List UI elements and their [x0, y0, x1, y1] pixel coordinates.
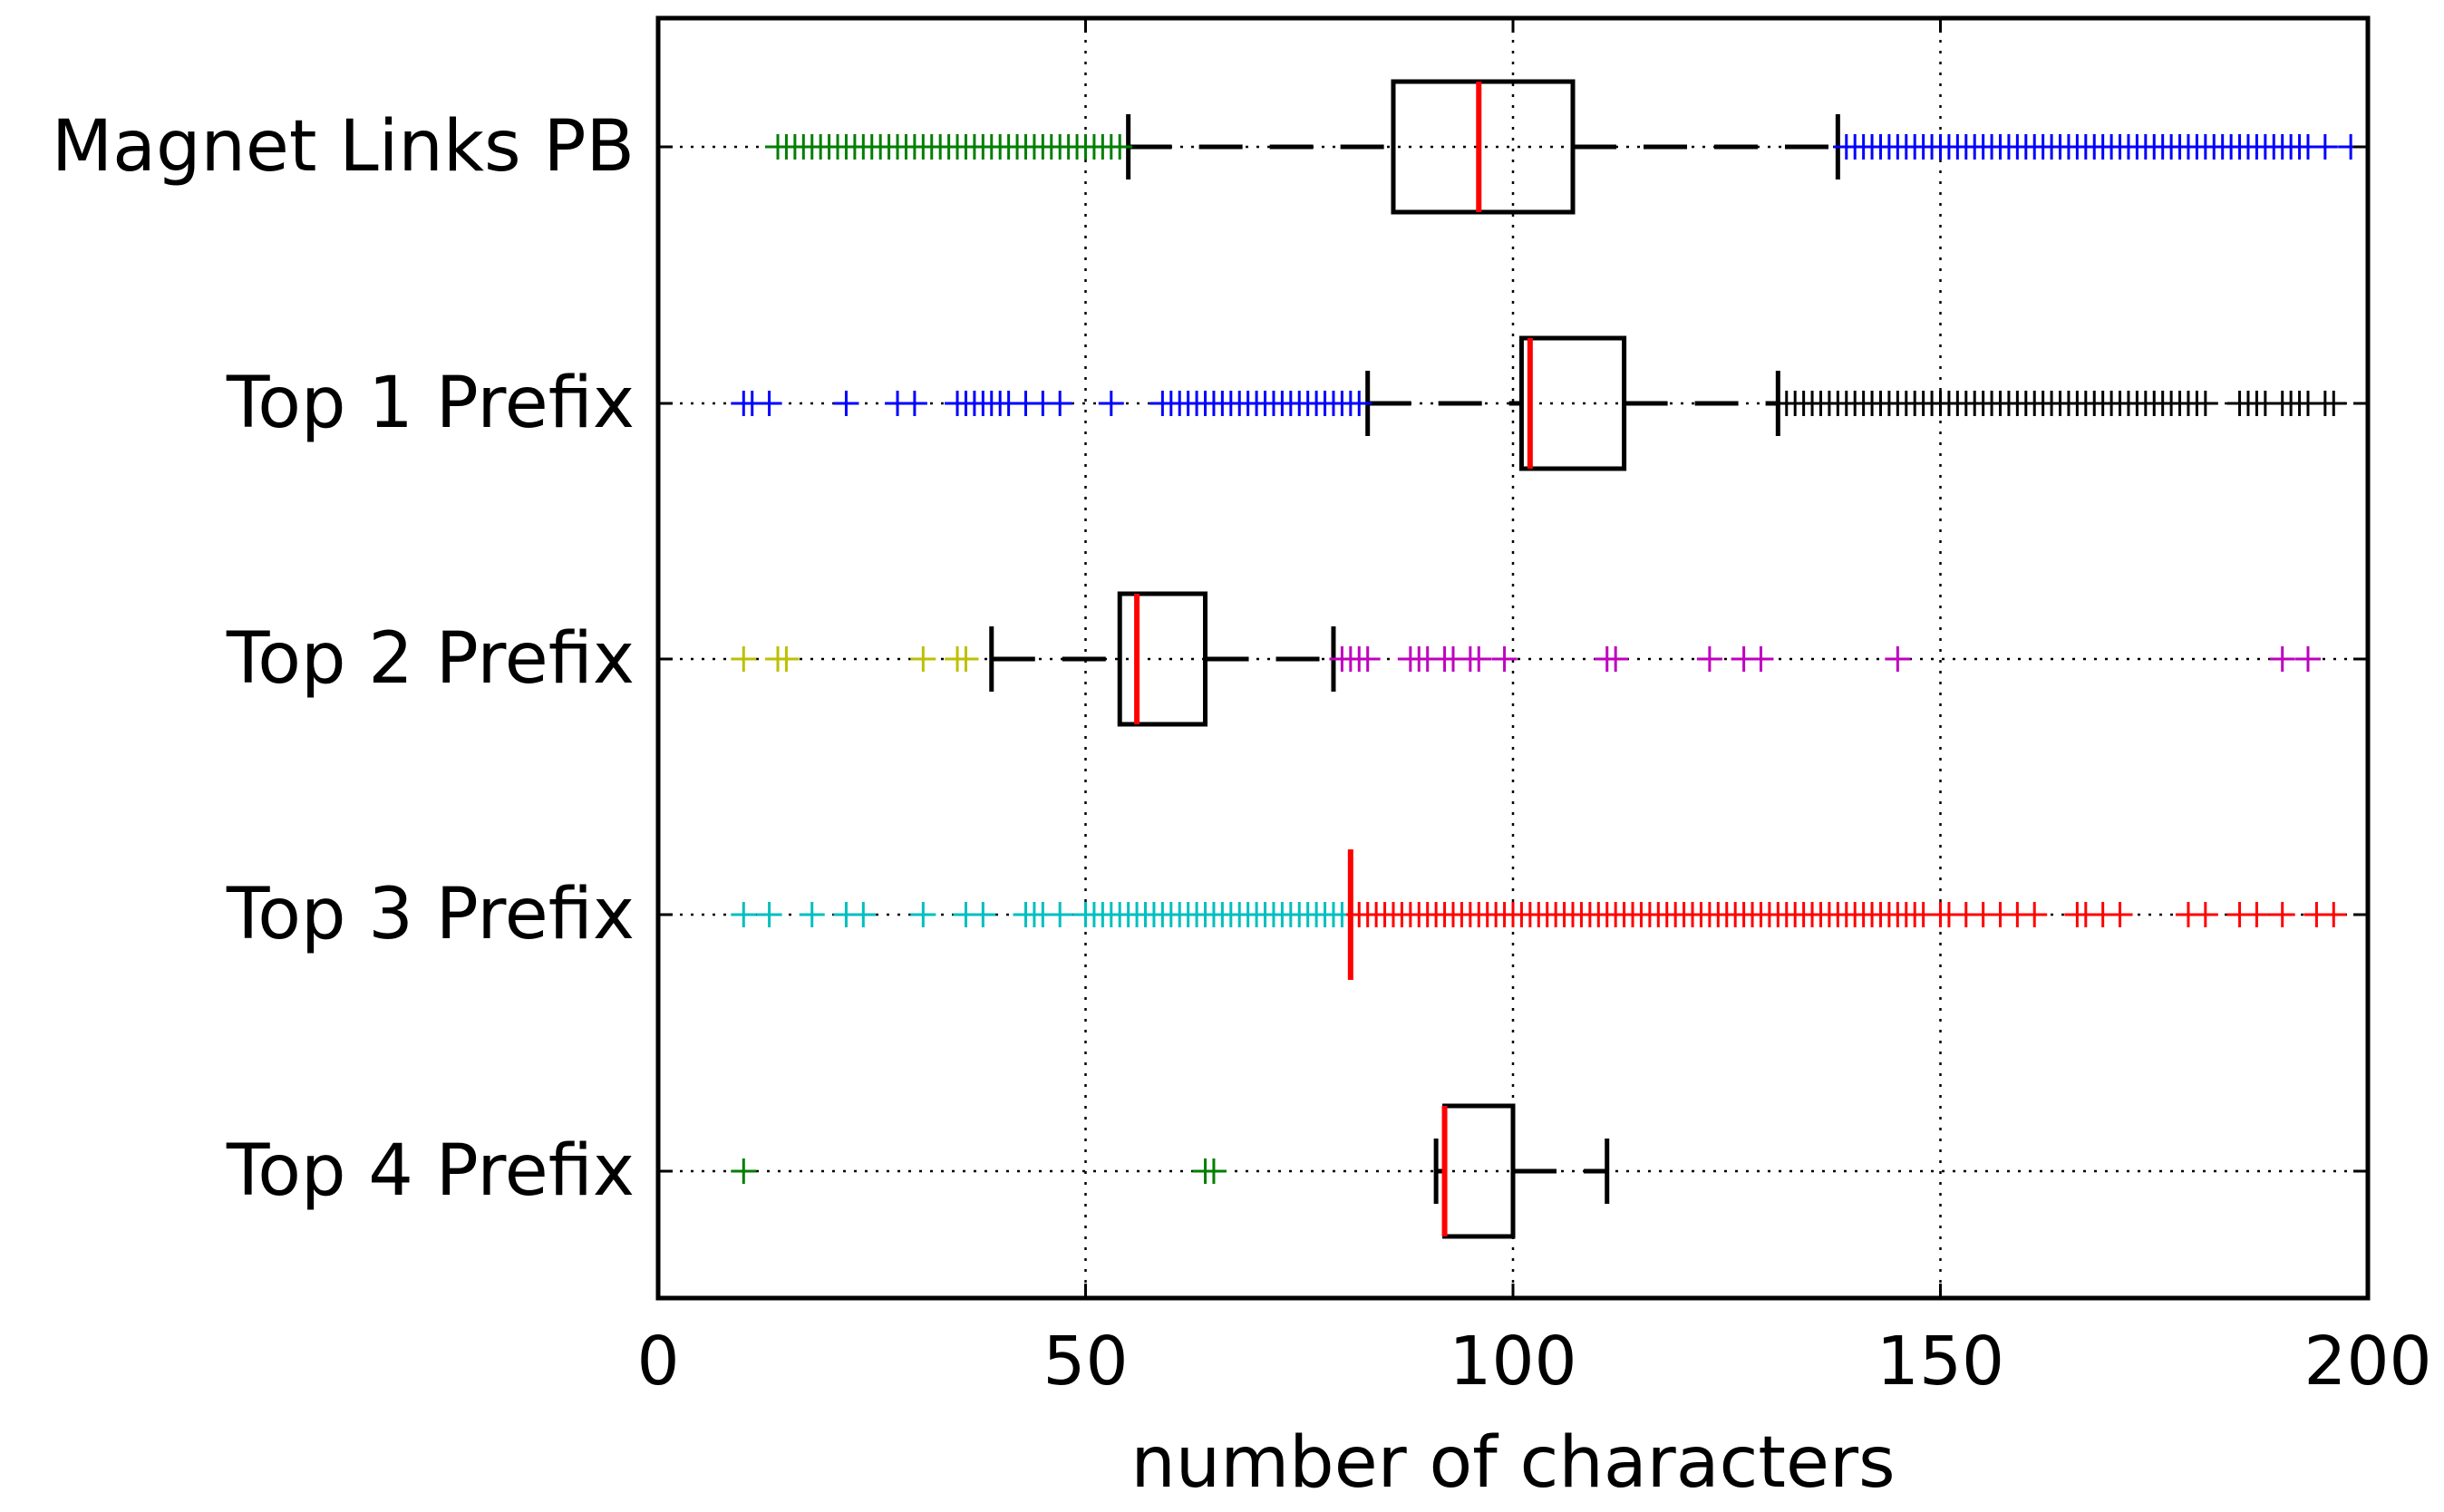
labels-layer: 0 50 100 150 200 Magnet Links PB Top 1 Prefix T…	[52, 106, 2432, 1401]
outlier-point-high	[2294, 646, 2321, 672]
outlier-point-high	[1466, 646, 1492, 672]
outlier-point-high	[1696, 646, 1722, 672]
x-tick-label: 50	[1043, 1323, 1128, 1401]
outlier-point-low	[1346, 391, 1372, 416]
outlier-point-low	[910, 902, 936, 927]
category-label: Top 4 Prefix	[226, 1130, 635, 1212]
outlier-point-high	[2269, 902, 2295, 927]
outlier-point-low	[901, 391, 927, 416]
x-tick-label: 0	[636, 1323, 679, 1401]
outlier-point-high	[2192, 902, 2218, 927]
outlier-point-low	[756, 391, 782, 416]
outlier-point-low	[731, 646, 757, 672]
x-tick-label: 100	[1449, 1323, 1576, 1401]
outlier-point-high	[2244, 902, 2270, 927]
outlier-point-low	[970, 902, 996, 927]
outlier-point-high	[2321, 391, 2347, 416]
outlier-point-high	[2321, 902, 2347, 927]
boxes-layer	[1117, 79, 1627, 1239]
outlier-point-high	[1354, 646, 1381, 672]
outlier-point-high	[2192, 391, 2218, 416]
outlier-point-low	[850, 902, 877, 927]
outlier-point-high	[1885, 646, 1911, 672]
category-label: Top 3 Prefix	[226, 874, 635, 955]
ticks-layer	[656, 18, 2370, 1298]
category-label: Top 1 Prefix	[226, 363, 635, 444]
outliers-layer	[731, 82, 2364, 1236]
outlier-point-low	[799, 902, 825, 927]
iqr-box	[1518, 335, 1627, 471]
whiskers-layer	[989, 114, 1840, 1204]
outlier-point-high	[2312, 134, 2338, 160]
outlier-point-high	[1748, 646, 1774, 672]
iqr-box	[1391, 79, 1576, 215]
outlier-point-low	[833, 391, 859, 416]
outlier-point-high	[1491, 646, 1518, 672]
outlier-point-low	[731, 902, 757, 927]
outlier-point-high	[2022, 902, 2048, 927]
category-label: Top 2 Prefix	[226, 618, 635, 700]
outlier-point-low	[910, 646, 936, 672]
outlier-point-low	[1047, 902, 1073, 927]
outlier-point-low	[1047, 391, 1073, 416]
outlier-point-low	[1107, 134, 1133, 160]
iqr-box	[1117, 591, 1208, 727]
outlier-point-low	[1098, 391, 1124, 416]
outlier-point-low	[1200, 1158, 1227, 1184]
x-axis-label: number of characters	[1130, 1422, 1895, 1504]
outlier-point-low	[773, 646, 800, 672]
outlier-point-high	[1603, 646, 1629, 672]
category-label: Magnet Links PB	[52, 106, 635, 188]
grid-layer	[1084, 18, 1942, 1298]
x-tick-label: 200	[2303, 1323, 2431, 1401]
outlier-point-low	[731, 1158, 757, 1184]
outlier-point-high	[2107, 902, 2133, 927]
outlier-point-high	[2269, 646, 2295, 672]
x-tick-label: 150	[1877, 1323, 2004, 1401]
outlier-point-low	[953, 646, 979, 672]
outlier-point-low	[756, 902, 782, 927]
